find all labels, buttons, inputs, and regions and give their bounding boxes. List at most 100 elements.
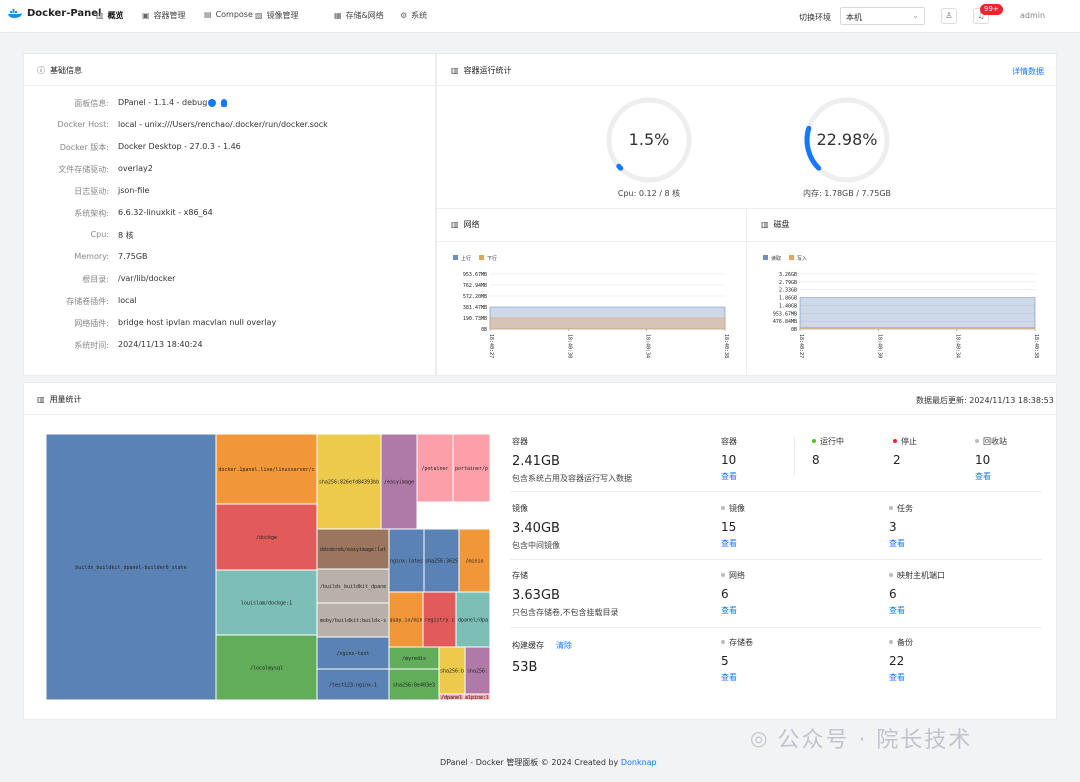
treemap-rect (46, 434, 217, 700)
info-row: Docker Host: local - unix:///Users/rencha… (24, 120, 424, 132)
basic-info-title: ⓘ 基础信息 (37, 66, 82, 75)
treemap-cell[interactable]: /potainer (416, 434, 454, 503)
stat-build-cache: 构建缓存 清除 53B (512, 641, 572, 675)
treemap-rect (316, 528, 390, 570)
divider (510, 627, 1042, 628)
legend-swatch (453, 255, 458, 260)
nav-overview[interactable]: ▥ 概览 (96, 11, 124, 20)
treemap-cell[interactable]: builds_buildkit_dpanel-builder0_state (46, 434, 217, 700)
x-tick-label: 18:40:27 (798, 334, 804, 358)
info-value: 8 核 (118, 231, 134, 240)
treemap-label: alpine:l (465, 695, 489, 700)
bar-chart-icon: ▥ (37, 395, 45, 404)
info-value: DPanel - 1.1.4 - debug (118, 98, 208, 107)
treemap-rect (215, 503, 318, 571)
nav-storage-network[interactable]: ▦ 存储&网络 (334, 11, 384, 20)
treemap-cell[interactable]: /localmysql (215, 634, 318, 700)
top-navbar: Docker-Panel ▥ 概览 ▣ 容器管理 ▤ Compose ▧ 镜像管… (0, 0, 1080, 33)
shirt-icon[interactable]: ♙ (941, 8, 957, 24)
view-recycle-link[interactable]: 查看 (975, 472, 991, 481)
info-label: Memory: (74, 252, 109, 261)
detail-data-link[interactable]: 详情数据 (1012, 67, 1044, 76)
treemap-cell[interactable]: nginx:lates (388, 528, 425, 593)
treemap-rect (464, 646, 490, 695)
nav-images[interactable]: ▧ 镜像管理 (255, 11, 299, 20)
y-tick-label: 0B (791, 327, 797, 333)
treemap-cell[interactable]: sha256:826efd84393bb (316, 434, 382, 530)
user-menu[interactable]: admin (1020, 11, 1046, 20)
treemap-cell[interactable]: dpanel/dpa (455, 591, 490, 648)
info-value: 7.75GB (118, 252, 148, 261)
treemap-rect (316, 636, 390, 670)
legend-label: 下行 (487, 255, 497, 262)
wechat-icon: ◎ (750, 726, 770, 750)
nav-containers[interactable]: ▣ 容器管理 (142, 11, 186, 20)
github-icon[interactable] (208, 99, 216, 107)
treemap-cell[interactable]: portainer/p (452, 434, 490, 503)
y-tick-label: 2.33GB (779, 288, 797, 294)
treemap-rect (388, 591, 424, 648)
treemap-cell[interactable]: docker.1panel.live/linuxserver/c (215, 434, 318, 505)
qq-icon[interactable] (221, 99, 227, 107)
treemap-cell[interactable]: sha256:b (438, 646, 466, 695)
x-tick-label: 18:40:34 (955, 334, 961, 358)
view-backups-link[interactable]: 查看 (889, 673, 905, 682)
y-tick-label: 762.94MB (463, 283, 487, 289)
divider (437, 241, 1056, 242)
memory-percent: 22.98% (816, 130, 878, 149)
author-link[interactable]: Donknap (620, 758, 657, 767)
treemap-cell[interactable]: /dockge (215, 503, 318, 571)
treemap-cell[interactable]: registry.c (422, 591, 457, 648)
y-tick-label: 2.79GB (779, 280, 797, 286)
runtime-stats-card: ▥ 容器运行统计 详情数据 1.5% Cpu: 0.12 / 8 核 22.98… (436, 53, 1057, 376)
treemap-cell[interactable]: alpine:l (463, 693, 490, 700)
nav-system[interactable]: ⚙ 系统 (400, 11, 428, 20)
treemap-label: /dpanel (441, 695, 462, 700)
treemap-cell[interactable]: moby/buildkit:buildx-s (316, 602, 390, 638)
info-value: 6.6.32-linuxkit - x86_64 (118, 208, 213, 217)
treemap-cell[interactable]: /builds_buildkit_dpane (316, 568, 390, 604)
view-volumes-link[interactable]: 查看 (721, 673, 737, 682)
env-select[interactable]: 本机 ⌄ (840, 7, 925, 25)
legend-label: 上行 (461, 255, 471, 262)
y-tick-label: 3.26GB (779, 272, 797, 278)
treemap-cell[interactable]: /test123-nginx-1 (316, 668, 390, 700)
treemap-cell[interactable]: /nginx-test (316, 636, 390, 670)
clear-cache-button[interactable]: 清除 (556, 641, 572, 650)
info-value: Docker Desktop - 27.0.3 - 1.46 (118, 142, 241, 151)
status-dot (975, 439, 979, 443)
treemap-cell[interactable]: sha256:3625 (423, 528, 460, 593)
view-ports-link[interactable]: 查看 (889, 606, 905, 615)
count-volumes: 存储卷 5 查看 (721, 638, 753, 682)
legend-swatch (763, 255, 768, 260)
treemap-cell[interactable]: sha256: (464, 646, 490, 695)
gear-icon: ⚙ (400, 11, 408, 20)
count-tasks: 任务 3 查看 (889, 504, 913, 548)
env-label: 切换环境 (799, 13, 831, 22)
treemap-cell[interactable]: louislam/dockge:1 (215, 569, 318, 636)
view-containers-link[interactable]: 查看 (721, 472, 737, 481)
nav-compose[interactable]: ▤ Compose (204, 10, 253, 19)
view-images-link[interactable]: 查看 (721, 539, 737, 548)
treemap-cell[interactable]: /myredis (388, 646, 440, 670)
treemap-label: /myredis (402, 656, 426, 662)
brand[interactable]: Docker-Panel (8, 8, 101, 19)
treemap-cell[interactable]: /dpanel (438, 693, 465, 700)
treemap-cell[interactable]: quay.io/min (388, 591, 424, 648)
view-tasks-link[interactable]: 查看 (889, 539, 905, 548)
view-networks-link[interactable]: 查看 (721, 606, 737, 615)
info-row: Cpu: 8 核 (24, 230, 424, 242)
image-icon: ▧ (255, 11, 263, 20)
treemap-cell[interactable]: sha256:0e403e3 (388, 668, 440, 700)
count-containers: 容器 10 查看 (721, 437, 737, 481)
info-row: 面板信息: DPanel - 1.1.4 - debug (24, 98, 424, 110)
treemap-label: sha256: (467, 669, 488, 675)
divider (510, 491, 1042, 492)
treemap-rect (455, 591, 490, 648)
bar-chart-icon: ▥ (451, 220, 459, 229)
info-row: 存储卷插件: local (24, 296, 424, 308)
treemap-cell[interactable]: /minio (458, 528, 490, 593)
treemap-cell[interactable]: ddsderek/easyimage:lat (316, 528, 390, 570)
treemap-cell[interactable]: /easyimage (380, 434, 418, 530)
treemap-rect (463, 693, 490, 700)
